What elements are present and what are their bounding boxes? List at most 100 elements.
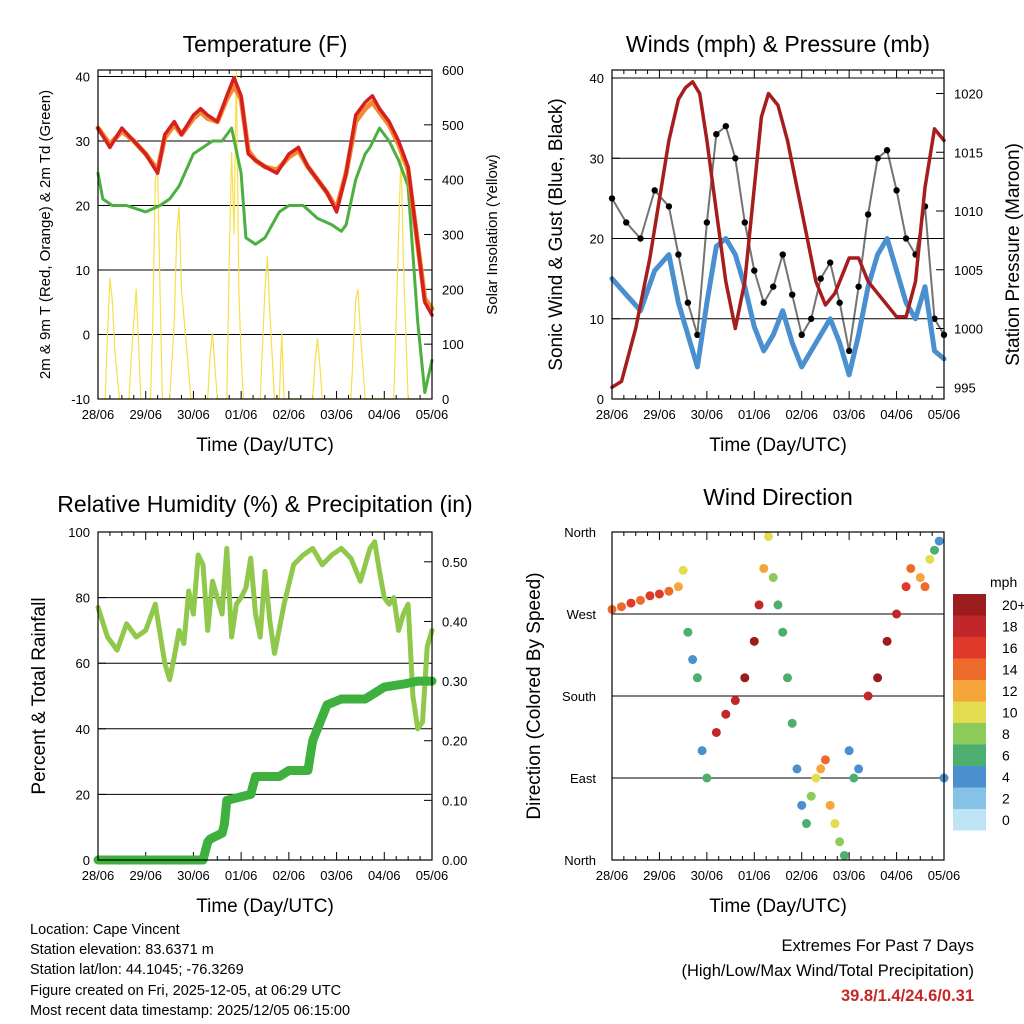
x-tick-label: 29/06: [643, 407, 676, 422]
y-axis-label: Direction (Colored By Speed): [524, 572, 545, 819]
direction-point: [925, 554, 935, 564]
colorbar-tick-label: 16: [1002, 640, 1018, 656]
y-tick-label: North: [564, 525, 596, 540]
extremes-values: 39.8/1.4/24.6/0.31: [840, 987, 974, 1005]
direction-point: [645, 591, 655, 601]
direction-point: [901, 582, 911, 592]
y-tick-label: 40: [590, 71, 604, 86]
y-tick-label: South: [562, 689, 596, 704]
direction-point: [697, 746, 707, 756]
direction-point: [797, 800, 807, 810]
y-tick-label: East: [570, 771, 596, 786]
direction-point: [764, 532, 774, 542]
x-tick-label: 02/06: [785, 868, 818, 883]
panel-title: Temperature (F): [183, 31, 348, 57]
direction-point: [664, 586, 674, 596]
plot-frame: [611, 69, 945, 400]
colorbar-swatch: [953, 723, 986, 745]
colorbar-label: mph: [990, 574, 1017, 590]
series-pressure: [610, 80, 946, 390]
y2-tick-label: 200: [442, 282, 464, 297]
x-tick-label: 03/06: [320, 407, 353, 422]
y2-tick-label: 0.20: [442, 734, 467, 749]
y2-tick-label: 1010: [954, 204, 983, 219]
direction-point: [773, 600, 783, 610]
x-tick-label: 28/06: [82, 868, 115, 883]
x-tick-label: 01/06: [738, 407, 771, 422]
x-tick-label: 04/06: [368, 868, 401, 883]
direction-point: [778, 627, 788, 637]
y2-tick-label: 1000: [954, 322, 983, 337]
y-tick-label: 20: [590, 232, 604, 247]
y2-tick-label: 0.40: [442, 614, 467, 629]
series-rainfall: [93, 676, 437, 865]
panel-4: Wind Direction 28/06 29/06 30/06 01/06 02/06 0…: [524, 484, 1024, 917]
direction-point: [782, 673, 792, 683]
colorbar: mph 20+ 18 16 14 12 10 8 6 4 2 0: [953, 574, 1024, 831]
series-insolation: [104, 69, 424, 400]
direction-point: [688, 655, 698, 665]
x-axis-label: Time (Day/UTC): [709, 435, 847, 456]
colorbar-tick-label: 0: [1002, 812, 1010, 828]
colorbar-swatch: [953, 744, 986, 766]
panel-3: Relative Humidity (%) & Precipitation (i…: [29, 491, 473, 917]
y-tick-label: -10: [71, 392, 90, 407]
y-tick-label: West: [567, 607, 597, 622]
y-tick-label: 20: [76, 198, 90, 213]
direction-point: [702, 773, 712, 783]
series-gust: [611, 125, 945, 352]
direction-point: [930, 545, 940, 555]
y-tick-label: 0: [83, 853, 90, 868]
panel-1: Temperature (F) 28/06 29/06 30/06 01/06 02/06…: [37, 31, 501, 456]
direction-point: [616, 602, 626, 612]
y-tick-label: 0: [83, 327, 90, 342]
x-tick-label: 28/06: [82, 407, 115, 422]
direction-point: [678, 565, 688, 575]
y2-tick-label: 500: [442, 118, 464, 133]
series-humidity: [95, 539, 435, 732]
direction-point: [882, 636, 892, 646]
colorbar-swatch: [953, 637, 986, 659]
panel-title: Winds (mph) & Pressure (mb): [626, 31, 930, 57]
colorbar-swatch: [953, 701, 986, 723]
direction-point: [721, 709, 731, 719]
direction-point: [792, 764, 802, 774]
x-tick-label: 29/06: [643, 868, 676, 883]
y-tick-label: 80: [76, 591, 90, 606]
x-tick-label: 04/06: [880, 407, 913, 422]
colorbar-tick-label: 10: [1002, 705, 1018, 721]
direction-point: [816, 764, 826, 774]
direction-point: [934, 536, 944, 546]
x-tick-label: 30/06: [177, 407, 210, 422]
y-tick-label: 40: [76, 69, 90, 84]
x-tick-label: 30/06: [177, 868, 210, 883]
y2-tick-label: 995: [954, 380, 976, 395]
series-temp-2m: [96, 75, 434, 317]
direction-point: [830, 819, 840, 829]
x-tick-label: 30/06: [691, 407, 724, 422]
x-tick-label: 02/06: [785, 407, 818, 422]
x-tick-label: 04/06: [880, 868, 913, 883]
direction-point: [801, 819, 811, 829]
y2-tick-label: 1020: [954, 87, 983, 102]
direction-point: [892, 609, 902, 619]
y-axis-label: 2m & 9m T (Red, Orange) & 2m Td (Green): [37, 90, 54, 379]
direction-point: [854, 764, 864, 774]
x-tick-label: 05/06: [928, 868, 961, 883]
direction-point: [787, 718, 797, 728]
y2-tick-label: 0.00: [442, 853, 467, 868]
x-tick-label: 01/06: [225, 407, 258, 422]
colorbar-tick-label: 12: [1002, 683, 1018, 699]
direction-point: [906, 563, 916, 573]
station-elevation: Station elevation: 83.6371 m: [30, 942, 214, 959]
direction-point: [740, 673, 750, 683]
colorbar-tick-label: 14: [1002, 662, 1018, 678]
colorbar-tick-label: 2: [1002, 791, 1010, 807]
y2-axis-label: Station Pressure (Maroon): [1003, 143, 1024, 366]
colorbar-tick-label: 8: [1002, 726, 1010, 742]
y2-tick-label: 0.50: [442, 555, 467, 570]
colorbar-swatch: [953, 658, 986, 680]
series-temp-9m: [95, 83, 435, 312]
y-tick-label: 0: [597, 392, 604, 407]
